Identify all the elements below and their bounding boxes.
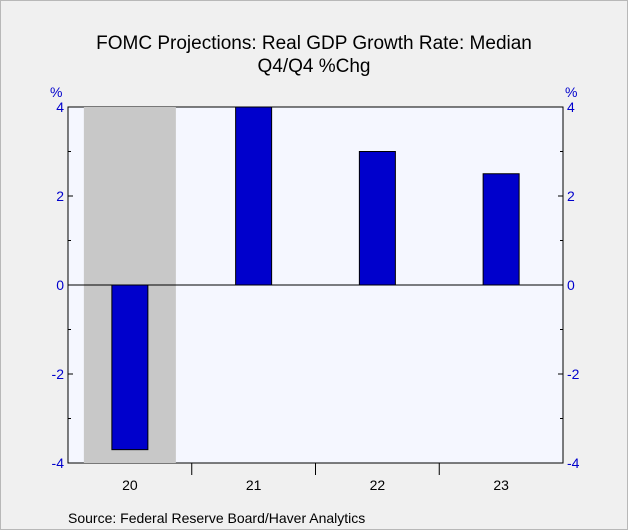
bar-21 — [235, 106, 273, 286]
xtick-label-22: 22 — [370, 477, 386, 493]
bar-23 — [482, 173, 520, 286]
xtick-label-20: 20 — [122, 477, 138, 493]
chart-subtitle: Q4/Q4 %Chg — [257, 56, 371, 77]
y-axis-unit-left: % — [50, 84, 63, 100]
chart-title: FOMC Projections: Real GDP Growth Rate: … — [96, 33, 532, 54]
bar-20 — [111, 284, 149, 451]
xtick-label-23: 23 — [493, 477, 509, 493]
bar-22 — [358, 151, 396, 286]
ytick-label-left: -4 — [52, 455, 65, 471]
ytick-label-left: -2 — [52, 366, 65, 382]
ytick-label-left: 4 — [56, 99, 64, 115]
ytick-label-right: 2 — [567, 188, 575, 204]
ytick-label-right: 0 — [567, 277, 575, 293]
xtick-label-21: 21 — [246, 477, 262, 493]
source-note: Source: Federal Reserve Board/Haver Anal… — [68, 510, 366, 526]
ytick-label-left: 2 — [56, 188, 64, 204]
y-axis-unit-right: % — [565, 84, 578, 100]
ytick-label-right: -2 — [567, 366, 580, 382]
ytick-label-right: -4 — [567, 455, 580, 471]
ytick-label-left: 0 — [56, 277, 64, 293]
ytick-label-right: 4 — [567, 99, 575, 115]
